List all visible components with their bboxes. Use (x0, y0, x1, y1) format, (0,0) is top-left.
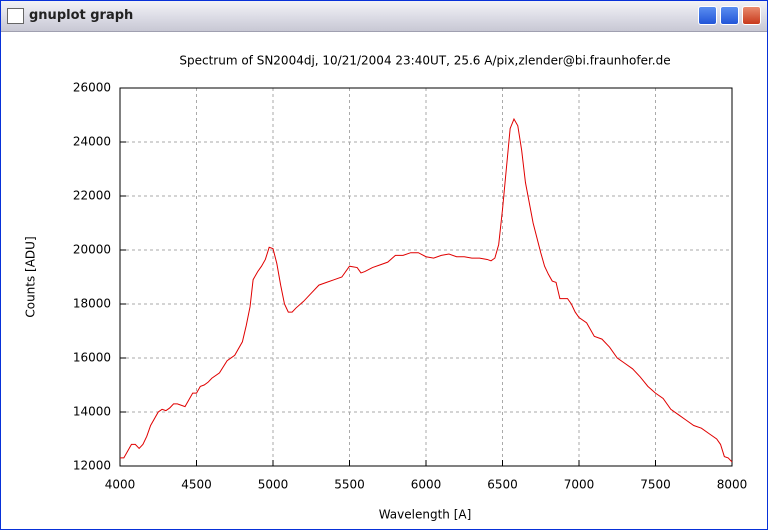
data-line (120, 117, 733, 463)
x-axis-label: Wavelength [A] (379, 508, 472, 522)
window-title: gnuplot graph (29, 8, 134, 23)
maximize-button[interactable] (720, 6, 739, 25)
close-button[interactable] (742, 6, 761, 25)
y-tick-label: 24000 (73, 135, 111, 149)
x-tick-label: 7500 (640, 478, 671, 492)
y-tick-label: 26000 (73, 81, 111, 95)
x-tick-label: 4500 (181, 478, 212, 492)
x-tick-label: 5000 (258, 478, 289, 492)
x-tick-label: 7000 (564, 478, 595, 492)
x-tick-label: 5500 (334, 478, 365, 492)
y-tick-label: 16000 (73, 351, 111, 365)
y-tick-label: 20000 (73, 243, 111, 257)
x-tick-label: 4000 (105, 478, 136, 492)
y-tick-label: 14000 (73, 405, 111, 419)
y-tick-label: 22000 (73, 189, 111, 203)
y-axis-label: Counts [ADU] (24, 236, 38, 317)
y-tick-label: 18000 (73, 297, 111, 311)
plot-frame (119, 87, 733, 467)
app-icon (7, 8, 24, 24)
x-tick-label: 6500 (487, 478, 518, 492)
title-bar: gnuplot graph (1, 1, 767, 32)
x-tick-label: 8000 (717, 478, 748, 492)
minimize-button[interactable] (698, 6, 717, 25)
y-tick-label: 12000 (73, 459, 111, 473)
chart: Spectrum of SN2004dj, 10/21/2004 23:40UT… (24, 54, 748, 522)
chart-title: Spectrum of SN2004dj, 10/21/2004 23:40UT… (179, 54, 670, 68)
x-tick-label: 6000 (411, 478, 442, 492)
